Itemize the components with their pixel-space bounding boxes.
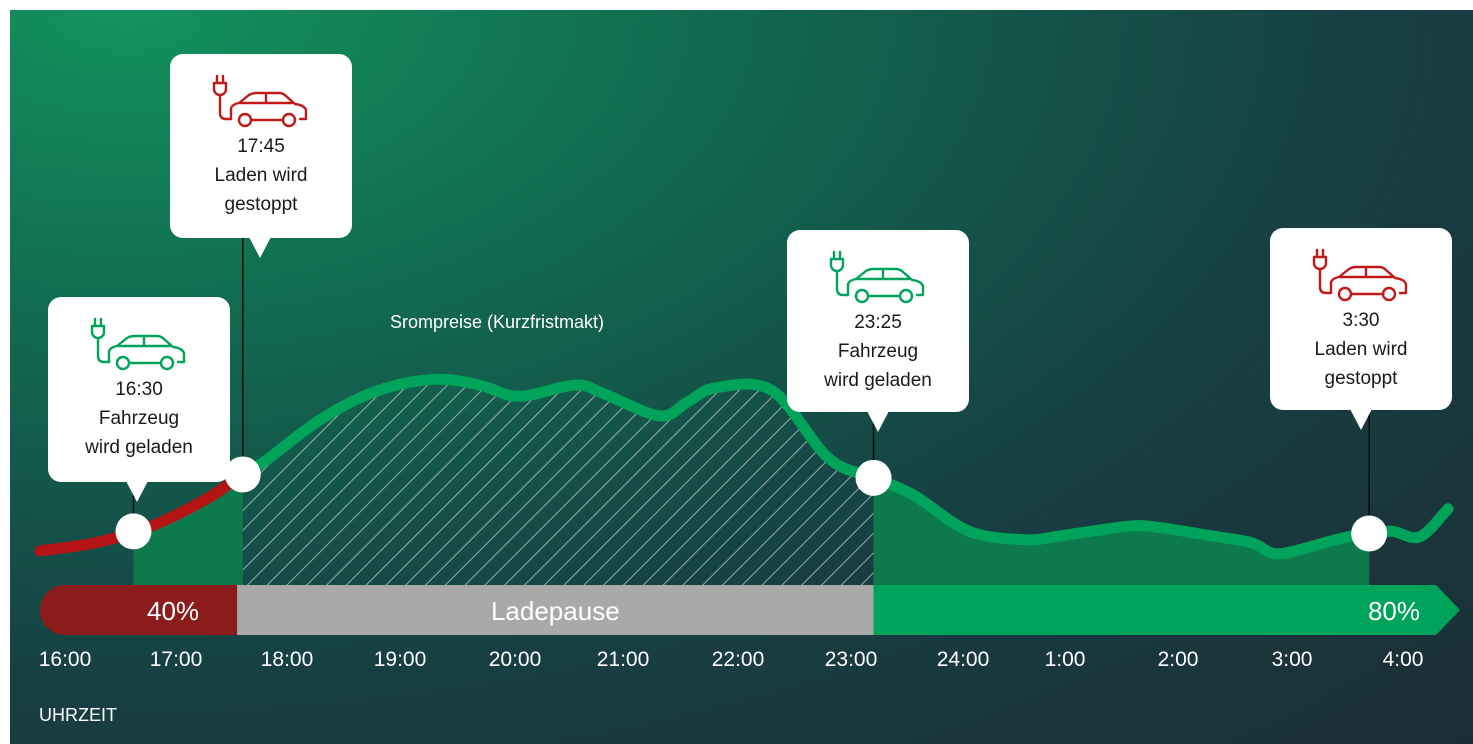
price-curve-chart: 40% Ladepause 80% 16:00 17:00 18:00 19:00 20:0… [34,238,1460,671]
progress-segment-charging-3 [873,585,1460,635]
callout-pointer [249,237,271,258]
callout-line1: Laden wird [214,165,308,186]
bar-label-3: 80% [1368,596,1420,626]
axis-title: UHRZEIT [39,705,117,725]
ev-car-charging-icon [90,317,186,371]
x-tick-label: 1:00 [1045,648,1086,671]
x-tick-label: 3:00 [1272,648,1313,671]
x-tick-label: 19:00 [374,648,427,671]
callout-line1: Fahrzeug [98,408,180,429]
callout-start-charging-2: 23:25 Fahrzeug wird geladen [787,230,969,432]
callout-time: 17:45 [237,136,285,157]
x-tick-label: 22:00 [712,648,765,671]
callout-pointer [1350,409,1372,430]
price-curve-label: Srompreise (Kurzfristmakt) [390,312,604,332]
callout-time: 3:30 [1342,310,1380,331]
x-tick-label: 21:00 [597,648,650,671]
event-marker-4 [1351,515,1388,552]
callout-line1: Fahrzeug [837,341,919,362]
x-tick-label: 2:00 [1158,648,1199,671]
callout-time: 23:25 [854,312,902,333]
callout-line2: wird geladen [824,370,932,391]
x-tick-label: 18:00 [261,648,314,671]
callout-start-charging-1: 16:30 Fahrzeug wird geladen [48,297,230,502]
callout-time: 16:30 [115,379,163,400]
callout-pointer [126,481,148,502]
charging-area-1 [133,474,243,585]
event-marker-3 [855,459,892,496]
charging-schedule-diagram: 40% Ladepause 80% 16:00 17:00 18:00 19:00 20:0… [10,10,1473,744]
x-tick-label: 17:00 [150,648,203,671]
callout-pointer [867,411,889,432]
ev-car-stopped-icon [212,74,308,128]
progress-segment-charging-1 [40,585,238,635]
callout-line2: wird geladen [85,437,193,458]
callout-line1: Laden wird [1314,339,1408,360]
event-marker-2 [224,456,261,493]
callout-stop-charging-2: 3:30 Laden wird gestoppt [1270,228,1452,430]
callout-stop-charging-1: 17:45 Laden wird gestoppt [170,54,352,258]
progress-segment-pause-2 [237,585,874,635]
x-tick-label: 24:00 [937,648,990,671]
bar-label-1: 40% [147,596,199,626]
callout-line2: gestoppt [1324,368,1398,389]
x-tick-label: 20:00 [489,648,542,671]
x-tick-label: 23:00 [825,648,878,671]
ev-car-charging-icon [829,250,925,304]
callout-line2: gestoppt [224,194,298,215]
x-tick-label: 16:00 [39,648,92,671]
pause-hatched-area [242,379,874,585]
bar-label-2: Ladepause [491,596,620,626]
ev-car-stopped-icon [1312,248,1408,302]
x-tick-label: 4:00 [1383,648,1424,671]
event-marker-1 [115,513,152,550]
